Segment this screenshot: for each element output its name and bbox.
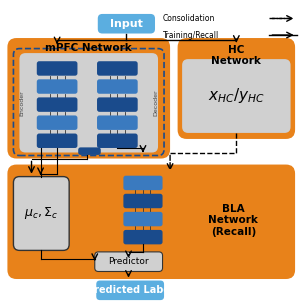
- FancyBboxPatch shape: [97, 134, 138, 148]
- Text: $\mu_c, \Sigma_c$: $\mu_c, \Sigma_c$: [24, 205, 58, 221]
- Text: Encoder: Encoder: [19, 90, 24, 116]
- FancyBboxPatch shape: [37, 116, 78, 130]
- FancyBboxPatch shape: [182, 59, 291, 133]
- Text: BLA
Network
(Recall): BLA Network (Recall): [209, 204, 258, 237]
- Text: Consolidation: Consolidation: [163, 14, 215, 23]
- Text: Training/Recall: Training/Recall: [163, 30, 219, 40]
- FancyBboxPatch shape: [19, 53, 158, 152]
- FancyBboxPatch shape: [13, 177, 69, 250]
- FancyBboxPatch shape: [97, 97, 138, 112]
- FancyBboxPatch shape: [78, 147, 101, 155]
- FancyBboxPatch shape: [123, 176, 163, 190]
- Text: Input: Input: [110, 19, 143, 29]
- Text: $\mathit{x}_{HC}/\mathit{y}_{HC}$: $\mathit{x}_{HC}/\mathit{y}_{HC}$: [208, 86, 265, 105]
- FancyBboxPatch shape: [97, 116, 138, 130]
- FancyBboxPatch shape: [97, 61, 138, 76]
- FancyBboxPatch shape: [37, 79, 78, 94]
- Text: Predictor: Predictor: [108, 257, 149, 266]
- FancyBboxPatch shape: [7, 165, 295, 279]
- FancyBboxPatch shape: [95, 252, 163, 271]
- Text: Predicted Label: Predicted Label: [87, 285, 173, 295]
- FancyBboxPatch shape: [37, 134, 78, 148]
- FancyBboxPatch shape: [98, 14, 155, 34]
- FancyBboxPatch shape: [7, 38, 170, 159]
- Text: HC
Network: HC Network: [211, 45, 261, 66]
- FancyBboxPatch shape: [123, 230, 163, 244]
- FancyBboxPatch shape: [37, 97, 78, 112]
- FancyBboxPatch shape: [97, 79, 138, 94]
- FancyBboxPatch shape: [123, 212, 163, 226]
- FancyBboxPatch shape: [178, 38, 295, 139]
- Text: mPFC Network: mPFC Network: [45, 43, 132, 52]
- FancyBboxPatch shape: [96, 281, 164, 300]
- FancyBboxPatch shape: [123, 194, 163, 208]
- Text: Decoder: Decoder: [153, 89, 158, 116]
- FancyBboxPatch shape: [37, 61, 78, 76]
